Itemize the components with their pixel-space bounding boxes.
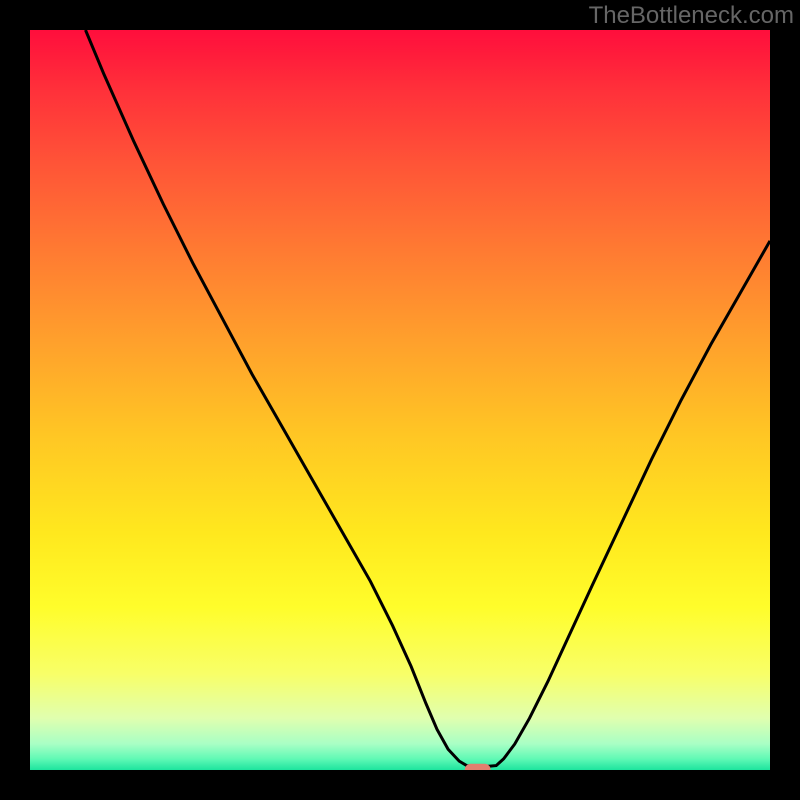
gradient-background xyxy=(30,30,770,770)
bottleneck-chart xyxy=(0,0,800,800)
chart-container: TheBottleneck.com xyxy=(0,0,800,800)
watermark-text: TheBottleneck.com xyxy=(589,2,794,30)
